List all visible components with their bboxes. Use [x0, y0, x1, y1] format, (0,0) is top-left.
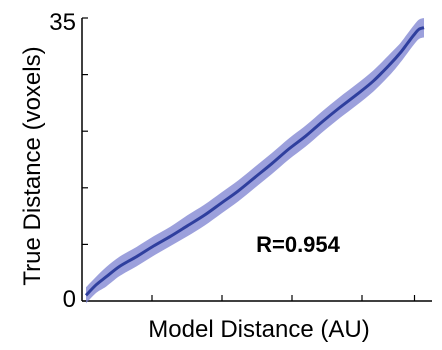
y-tick-label-max: 35 — [49, 9, 76, 36]
series-line — [84, 26, 425, 297]
x-axis-label: Model Distance (AU) — [148, 316, 369, 343]
x-axis-ticks — [151, 295, 416, 301]
y-axis-label: True Distance (voxels) — [19, 46, 46, 285]
y-axis-ticks — [82, 17, 88, 302]
correlation-annotation: R=0.954 — [256, 232, 341, 257]
confidence-band — [86, 18, 424, 304]
y-tick-label-min: 0 — [63, 286, 76, 313]
